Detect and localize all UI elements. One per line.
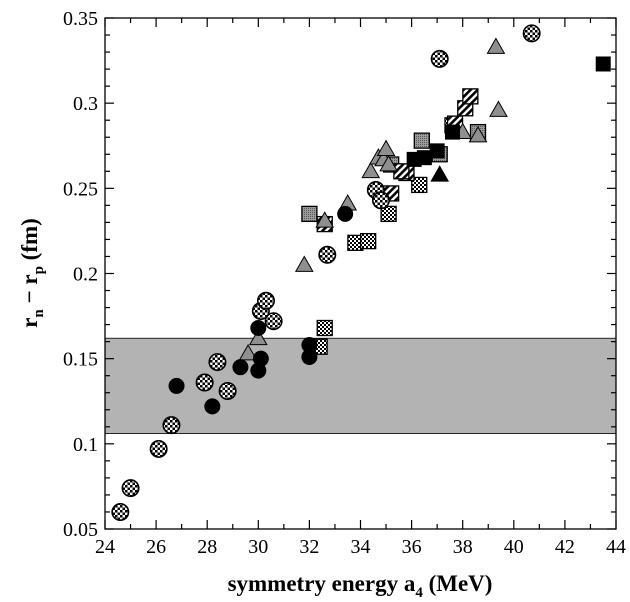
- circle-solid-point: [168, 377, 185, 394]
- circle-checker-point: [522, 24, 541, 43]
- triangle-gray-point: [294, 255, 314, 272]
- x-tick-label: 28: [197, 536, 217, 558]
- circle-checker-point: [195, 373, 214, 392]
- circle-solid-point: [337, 205, 354, 222]
- triangle-gray-point: [468, 126, 488, 143]
- x-tick-label: 24: [95, 536, 115, 558]
- x-tick-label: 32: [299, 536, 319, 558]
- circle-checker-point: [208, 353, 227, 372]
- triangle-gray-point: [238, 344, 258, 361]
- y-tick-label: 0.2: [73, 264, 98, 286]
- triangle-gray-point: [248, 328, 268, 346]
- circle-solid-point: [301, 337, 318, 354]
- triangle-gray-point: [361, 161, 381, 179]
- shaded-band-layer: [104, 337, 617, 435]
- y-tick-label: 0.1: [73, 434, 98, 456]
- circle-checker-point: [149, 439, 168, 458]
- circle-checker-point: [111, 502, 130, 521]
- y-tick-label: 0.3: [73, 93, 98, 115]
- triangle-gray-point: [376, 139, 396, 157]
- y-tick-label: 0.35: [63, 8, 98, 30]
- square-checker-point: [411, 176, 428, 194]
- circle-checker-point: [162, 416, 181, 435]
- x-tick-label: 26: [146, 536, 166, 558]
- triangle-gray-point: [489, 100, 508, 117]
- y-tick-label: 0.25: [63, 178, 98, 200]
- axis-ticks-layer: 24 26 28 30 32 34 36 38 40 42 44 0.05 0.1 0.15 0.2 0.25…: [63, 8, 626, 558]
- shaded-band: [104, 337, 617, 435]
- y-tick-label: 0.15: [63, 349, 98, 371]
- x-tick-label: 44: [606, 536, 626, 558]
- circle-checker-point: [264, 312, 283, 331]
- x-tick-label: 42: [555, 536, 575, 558]
- square-solid-point: [429, 143, 445, 159]
- x-tick-label: 40: [504, 536, 524, 558]
- square-checker-point: [360, 232, 377, 250]
- circle-solid-point: [232, 359, 249, 376]
- square-checker-point: [380, 205, 397, 223]
- circle-checker-point: [371, 191, 390, 210]
- circle-checker-point: [430, 49, 449, 68]
- circle-solid-point: [250, 362, 267, 379]
- circle-solid-point: [301, 348, 318, 365]
- x-tick-label: 38: [453, 536, 473, 558]
- square-striped-point: [462, 88, 479, 105]
- square-solid-point: [595, 56, 611, 72]
- circle-solid-point: [252, 350, 269, 367]
- y-axis-label: rn − rp (fm): [17, 218, 47, 328]
- x-axis-label: symmetry energy a4 (MeV): [228, 571, 493, 601]
- square-gray-point: [301, 205, 318, 223]
- circle-solid-point: [204, 398, 221, 415]
- circle-checker-point: [121, 479, 140, 498]
- triangle-gray-point: [486, 37, 506, 54]
- circle-solid-point: [250, 320, 267, 337]
- x-tick-label: 36: [402, 536, 422, 558]
- square-gray-point: [413, 132, 430, 149]
- square-checker-point: [316, 319, 333, 337]
- circle-checker-point: [318, 245, 337, 264]
- x-tick-label: 30: [248, 536, 268, 558]
- plot-frame: [104, 17, 617, 530]
- square-solid-point: [444, 124, 460, 140]
- triangle-solid-point: [430, 165, 450, 182]
- x-tick-label: 34: [351, 536, 371, 558]
- triangle-gray-point: [379, 154, 398, 172]
- y-tick-label: 0.05: [63, 519, 98, 541]
- triangle-gray-point: [315, 211, 335, 228]
- circle-checker-point: [256, 291, 275, 310]
- circle-checker-point: [218, 382, 237, 401]
- data-points-layer: [111, 24, 611, 521]
- square-solid-point: [416, 150, 432, 166]
